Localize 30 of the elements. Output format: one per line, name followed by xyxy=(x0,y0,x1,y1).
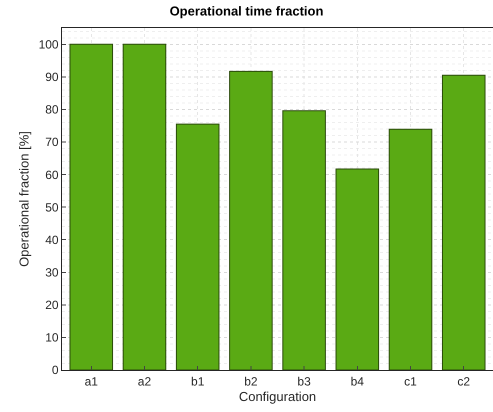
y-tick-label: 70 xyxy=(45,135,59,150)
y-axis-title: Operational fraction [%] xyxy=(16,131,32,267)
y-tick-label: 30 xyxy=(45,265,59,280)
bar xyxy=(282,110,326,370)
bar xyxy=(336,168,380,370)
y-tick-label: 10 xyxy=(45,330,59,345)
y-tick-label: 40 xyxy=(45,232,59,247)
x-tick-label: c1 xyxy=(404,374,418,388)
chart-title: Operational time fraction xyxy=(170,3,324,18)
bar xyxy=(69,44,114,370)
y-tick-label: 20 xyxy=(45,298,59,312)
x-axis-title: Configuration xyxy=(238,389,316,404)
y-tick-label: 0 xyxy=(52,363,59,378)
y-tick-label: 80 xyxy=(45,102,59,117)
bar xyxy=(388,128,432,370)
x-tick-label: a2 xyxy=(138,374,152,388)
x-tick-label: b2 xyxy=(244,374,258,388)
bar xyxy=(176,124,220,370)
x-tick-label: b4 xyxy=(350,374,364,388)
y-tick-label: 100 xyxy=(38,37,59,52)
x-tick-label: c2 xyxy=(457,374,470,388)
bar xyxy=(442,74,486,370)
bar xyxy=(229,70,273,370)
bar xyxy=(122,44,166,370)
x-tick-label: b1 xyxy=(191,374,205,388)
y-tick-label: 50 xyxy=(45,200,59,214)
x-tick-label: a1 xyxy=(84,374,98,388)
y-tick-label: 90 xyxy=(45,70,59,84)
y-tick-label: 60 xyxy=(45,168,59,182)
x-tick-label: b3 xyxy=(297,374,312,388)
